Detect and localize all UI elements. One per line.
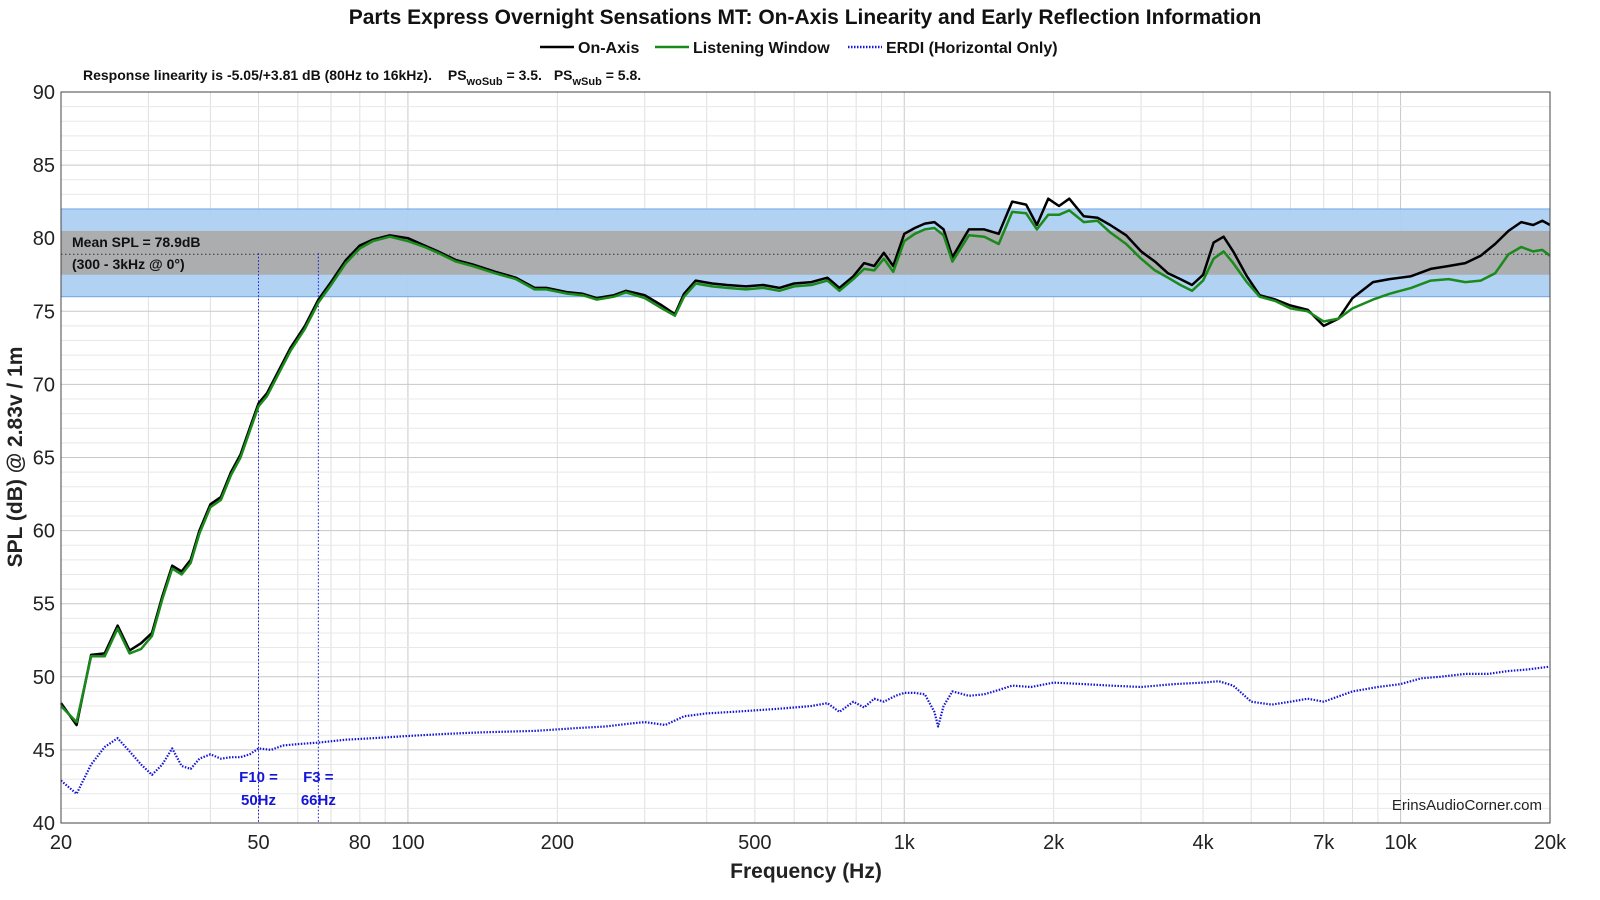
marker-value: 66Hz — [301, 792, 336, 809]
plot-area: Mean SPL = 78.9dB (300 - 3kHz @ 0°) F10 = 5… — [33, 82, 1567, 854]
y-tick-label: 75 — [33, 301, 55, 323]
y-tick-label: 65 — [33, 448, 55, 470]
y-tick-label: 40 — [33, 813, 55, 835]
x-tick-label: 2k — [1043, 832, 1065, 854]
marker-label: F10 = — [239, 769, 278, 786]
linearity-summary: Response linearity is -5.05/+3.81 dB (80… — [83, 67, 641, 88]
y-tick-label: 45 — [33, 740, 55, 762]
ps-label-1: PS — [448, 67, 467, 83]
mean-spl-label: Mean SPL = 78.9dB — [72, 234, 201, 250]
x-tick-label: 80 — [349, 832, 371, 854]
y-tick-labels: 40 45 50 55 60 65 70 75 80 85 90 — [33, 82, 55, 835]
mean-spl-range-label: (300 - 3kHz @ 0°) — [72, 256, 185, 272]
y-tick-label: 80 — [33, 228, 55, 250]
x-tick-label: 200 — [541, 832, 574, 854]
legend-entry: ERDI (Horizontal Only) — [886, 40, 1058, 57]
x-tick-label: 20k — [1534, 832, 1567, 854]
ps-wsub: wSub — [572, 76, 603, 88]
ps-label-2: PS — [554, 67, 573, 83]
y-tick-label: 90 — [33, 82, 55, 104]
ps-wosub: woSub — [466, 76, 503, 88]
x-tick-label: 7k — [1313, 832, 1335, 854]
credit-label: ErinsAudioCorner.com — [1392, 797, 1542, 814]
marker-label: F3 = — [303, 769, 334, 786]
linearity-main: Response linearity is -5.05/+3.81 dB (80… — [83, 67, 432, 83]
y-tick-label: 85 — [33, 155, 55, 177]
y-tick-label: 55 — [33, 594, 55, 616]
legend: On-Axis Listening Window ERDI (Horizontal … — [540, 40, 1058, 57]
marker-value: 50Hz — [241, 792, 276, 809]
tolerance-band-inner — [61, 230, 1550, 275]
x-tick-label: 500 — [738, 832, 771, 854]
series-line-2 — [60, 665, 1551, 795]
y-tick-label: 50 — [33, 667, 55, 689]
y-axis-label: SPL (dB) @ 2.83v / 1m — [4, 347, 27, 568]
series-line-0 — [59, 197, 1551, 727]
x-tick-label: 100 — [391, 832, 424, 854]
chart-title: Parts Express Overnight Sensations MT: O… — [349, 6, 1262, 29]
y-tick-label: 70 — [33, 374, 55, 396]
x-tick-label: 4k — [1193, 832, 1215, 854]
plot-frame — [60, 91, 1551, 824]
legend-entry: On-Axis — [578, 40, 639, 57]
series-line-1 — [60, 209, 1551, 724]
x-tick-label: 50 — [247, 832, 269, 854]
legend-entry: Listening Window — [693, 40, 830, 57]
ps-wosub-value: = 3.5. — [503, 67, 542, 83]
x-tick-label: 10k — [1384, 832, 1417, 854]
x-axis-label: Frequency (Hz) — [730, 860, 882, 883]
y-tick-label: 60 — [33, 521, 55, 543]
x-tick-label: 20 — [50, 832, 72, 854]
x-tick-labels: 20 50 80 100 200 500 1k 2k 4k 7k 10k 20k — [50, 832, 1567, 854]
ps-wsub-value: = 5.8. — [602, 67, 641, 83]
x-tick-label: 1k — [894, 832, 916, 854]
